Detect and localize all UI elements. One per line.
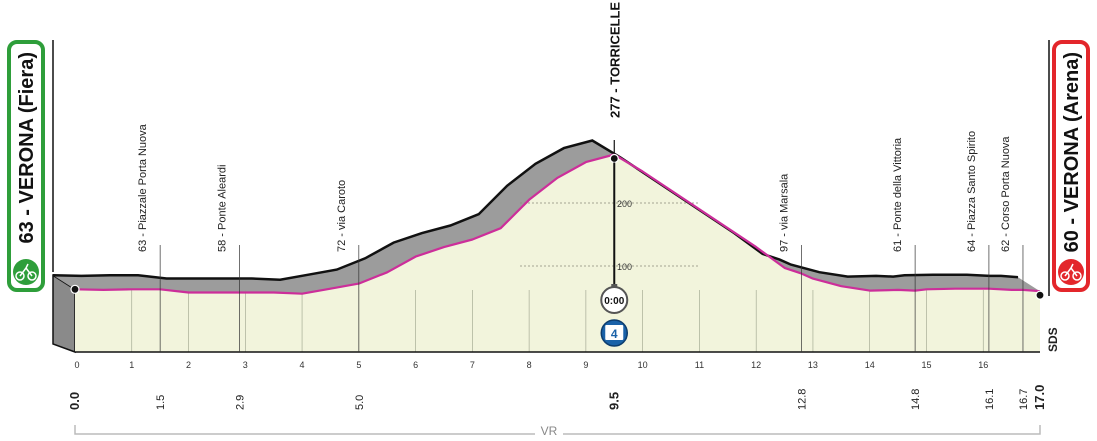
start-label: 63 - VERONA (Fiera)	[16, 52, 38, 244]
km-tick-label: 3	[243, 360, 248, 370]
waypoint-label: 62 - Corso Porta Nuova	[1000, 136, 1012, 252]
distance-label: 5.0	[354, 395, 366, 410]
climb-category-label: 4	[611, 327, 618, 341]
profile-band-outline	[52, 139, 1019, 281]
km-tick-label: 1	[129, 360, 134, 370]
waypoint-label: 97 - via Marsala	[779, 173, 791, 252]
timecheck-label: 0:00	[604, 296, 624, 307]
finish-cyclist-icon	[1058, 259, 1084, 285]
km-tick-label: 9	[583, 360, 588, 370]
distance-label: 1.5	[155, 395, 167, 410]
start-badge	[7, 40, 45, 292]
km-tick-label: 8	[527, 360, 532, 370]
km-tick-label: 12	[751, 360, 761, 370]
elevation-tick-label: 100	[617, 262, 632, 272]
stage-code-bg	[535, 424, 563, 438]
km-tick-label: 7	[470, 360, 475, 370]
distance-label: 16.1	[984, 389, 996, 410]
km-tick-label: 4	[300, 360, 305, 370]
finish-label: 60 - VERONA (Arena)	[1061, 52, 1083, 252]
km-tick-label: 11	[695, 360, 704, 370]
elevation-tick-label: 200	[617, 199, 632, 209]
km-tick-label: 13	[808, 360, 818, 370]
start-wheel-right	[27, 271, 37, 281]
start-point-marker	[70, 284, 80, 294]
distance-label: 2.9	[235, 395, 247, 410]
climb-category-box	[605, 325, 624, 340]
distance-label: 0.0	[67, 392, 82, 410]
stage-code-label: VR	[541, 424, 558, 438]
km-tick-label: 14	[865, 360, 875, 370]
km-tick-label: 5	[356, 360, 361, 370]
start-cyclist-body	[19, 263, 33, 277]
finish-wheel-right	[1072, 271, 1082, 281]
km-tick-label: 10	[638, 360, 648, 370]
stopwatch-crown	[611, 284, 618, 288]
km-tick-label: 16	[978, 360, 988, 370]
finish-badge	[1052, 40, 1090, 292]
summit-point-marker	[609, 153, 619, 164]
distance-label: 16.7	[1018, 389, 1030, 410]
distance-label: 17.0	[1032, 385, 1047, 410]
finish-wheel-left	[1060, 271, 1070, 281]
km-tick-label: 0	[74, 360, 79, 370]
waypoint-label: 58 - Ponte Aleardi	[217, 165, 229, 252]
start-cyclist-icon	[13, 259, 39, 285]
km-tick-label: 15	[921, 360, 931, 370]
distance-label: 14.8	[910, 389, 922, 410]
km-tick-label: 2	[186, 360, 191, 370]
distance-label: 12.8	[797, 389, 809, 410]
summit-label: 277 - TORRICELLE	[607, 2, 622, 118]
finish-cyclist-body	[1064, 263, 1078, 277]
start-wheel-left	[15, 271, 25, 281]
waypoint-label: 61 - Ponte della Vittoria	[892, 137, 904, 252]
sds-marker-label: SDS	[1046, 327, 1060, 352]
waypoint-label: 72 - via Caroto	[336, 180, 348, 252]
km-tick-label: 6	[413, 360, 418, 370]
profile-top-band	[53, 140, 1040, 294]
waypoint-label: 64 - Piazza Santo Spirito	[966, 131, 978, 252]
distance-label: 9.5	[606, 392, 621, 410]
profile-area-fill	[75, 154, 1040, 352]
waypoint-label: 63 - Piazzale Porta Nuova	[137, 123, 149, 252]
finish-point-marker	[1035, 290, 1045, 300]
